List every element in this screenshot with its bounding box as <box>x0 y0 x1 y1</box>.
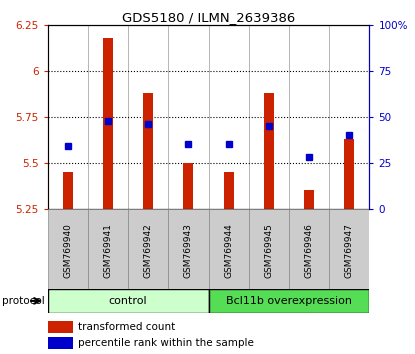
Bar <box>128 209 168 289</box>
Text: GSM769941: GSM769941 <box>103 223 112 278</box>
Bar <box>48 209 88 289</box>
Bar <box>48 289 209 313</box>
Bar <box>103 38 113 209</box>
Text: GSM769943: GSM769943 <box>184 223 193 278</box>
Bar <box>329 209 369 289</box>
Bar <box>224 172 234 209</box>
Bar <box>249 209 289 289</box>
Bar <box>183 163 193 209</box>
Text: percentile rank within the sample: percentile rank within the sample <box>78 338 254 348</box>
Text: transformed count: transformed count <box>78 322 176 332</box>
Text: GSM769946: GSM769946 <box>305 223 314 278</box>
Bar <box>63 172 73 209</box>
Text: GSM769940: GSM769940 <box>63 223 72 278</box>
Text: protocol: protocol <box>2 296 45 306</box>
Text: GSM769945: GSM769945 <box>264 223 273 278</box>
Bar <box>88 209 128 289</box>
Text: GSM769947: GSM769947 <box>345 223 354 278</box>
Text: control: control <box>109 296 147 306</box>
Text: Bcl11b overexpression: Bcl11b overexpression <box>226 296 352 306</box>
Bar <box>289 209 329 289</box>
Bar <box>168 209 209 289</box>
Bar <box>48 321 73 333</box>
Bar <box>344 139 354 209</box>
Title: GDS5180 / ILMN_2639386: GDS5180 / ILMN_2639386 <box>122 11 295 24</box>
Bar <box>264 93 274 209</box>
Bar <box>48 337 73 349</box>
Bar <box>209 209 249 289</box>
Bar <box>143 93 153 209</box>
Text: GSM769944: GSM769944 <box>224 223 233 278</box>
Bar <box>304 190 314 209</box>
Bar <box>209 289 369 313</box>
Text: GSM769942: GSM769942 <box>144 223 153 278</box>
